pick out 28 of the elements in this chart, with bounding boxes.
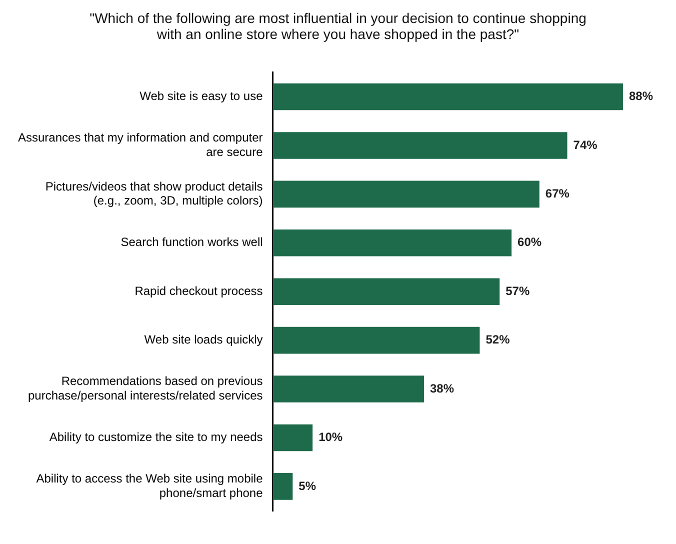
- y-tick-label: Search function works well: [120, 235, 263, 250]
- data-label: 38%: [430, 381, 454, 396]
- y-tick-label: Web site is easy to use: [140, 89, 264, 104]
- bar: [272, 473, 293, 500]
- y-tick-label: Ability to customize the site to my needs: [49, 430, 263, 444]
- bar: [272, 424, 313, 452]
- data-label: 88%: [628, 89, 654, 104]
- data-label: 5%: [298, 478, 316, 493]
- data-label: 74%: [573, 138, 598, 152]
- chart-title: "Which of the following are most influential in your decision to continue shopping with an online store where you have shopped in the past?": [88, 9, 588, 44]
- y-tick-label: Ability to access the Web site using mobile phone/smart phone: [36, 472, 264, 500]
- data-label: 57%: [506, 284, 530, 298]
- bar: [272, 278, 500, 305]
- y-tick-label: Recommendations based on previous purchase/personal interests/related services: [28, 374, 263, 403]
- y-tick-label: Web site loads quickly: [144, 332, 263, 347]
- bar: [272, 229, 512, 256]
- bar: [272, 180, 540, 208]
- bar: [272, 132, 568, 159]
- data-label: 10%: [318, 430, 343, 444]
- bar: [272, 376, 424, 402]
- y-tick-label: Pictures/videos that show product details (e.g., zoom, 3D, multiple colors): [45, 179, 263, 208]
- data-label: 67%: [545, 186, 570, 200]
- y-tick-label: Rapid checkout process: [134, 284, 263, 298]
- data-label: 52%: [486, 332, 510, 347]
- y-tick-label: Assurances that my information and computer are secure: [18, 130, 264, 159]
- bar: [272, 83, 623, 110]
- bar: [272, 326, 480, 354]
- data-label: 60%: [518, 235, 542, 250]
